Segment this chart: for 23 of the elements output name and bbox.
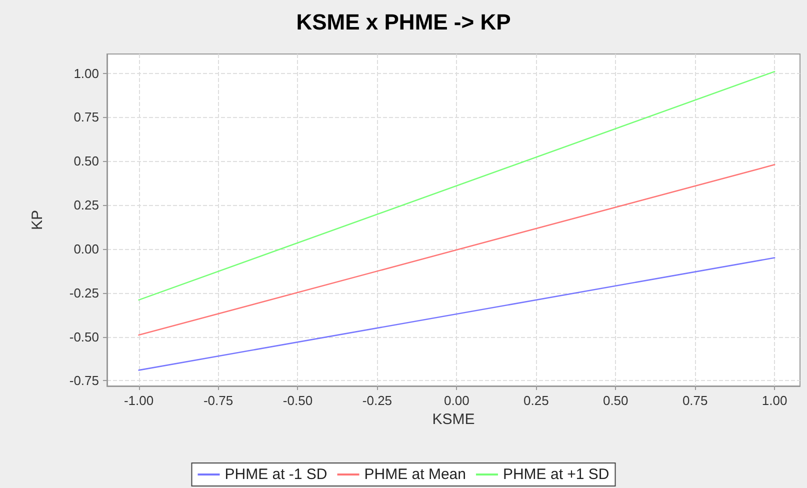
x-tick-label: -0.50: [282, 393, 313, 408]
x-tick-label: 0.50: [602, 393, 628, 408]
x-axis-title: KSME: [432, 411, 475, 428]
x-tick-label: -1.00: [124, 393, 154, 408]
y-tick-label: -0.75: [69, 373, 99, 388]
chart-title: KSME x PHME -> KP: [296, 10, 511, 34]
x-tick-label: 1.00: [762, 393, 788, 408]
y-tick-label: -0.50: [69, 329, 99, 344]
y-tick-label: 0.25: [74, 198, 99, 213]
y-tick-label: 0.75: [74, 110, 99, 125]
x-tick-label: -0.75: [203, 393, 234, 408]
y-tick-label: -0.25: [69, 285, 99, 300]
y-tick-label: 0.00: [74, 241, 99, 256]
legend-label: PHME at +1 SD: [502, 466, 610, 483]
x-tick-label: 0.25: [523, 393, 549, 408]
legend-label: PHME at Mean: [364, 466, 466, 483]
y-tick-label: 0.50: [74, 154, 99, 169]
x-tick-label: 0.75: [682, 393, 708, 408]
legend-label: PHME at -1 SD: [224, 466, 328, 483]
x-tick-label: 0.00: [444, 393, 470, 408]
x-tick-label: -0.25: [362, 393, 392, 408]
y-axis-title: KP: [29, 210, 46, 230]
y-tick-label: 1.00: [74, 66, 99, 81]
